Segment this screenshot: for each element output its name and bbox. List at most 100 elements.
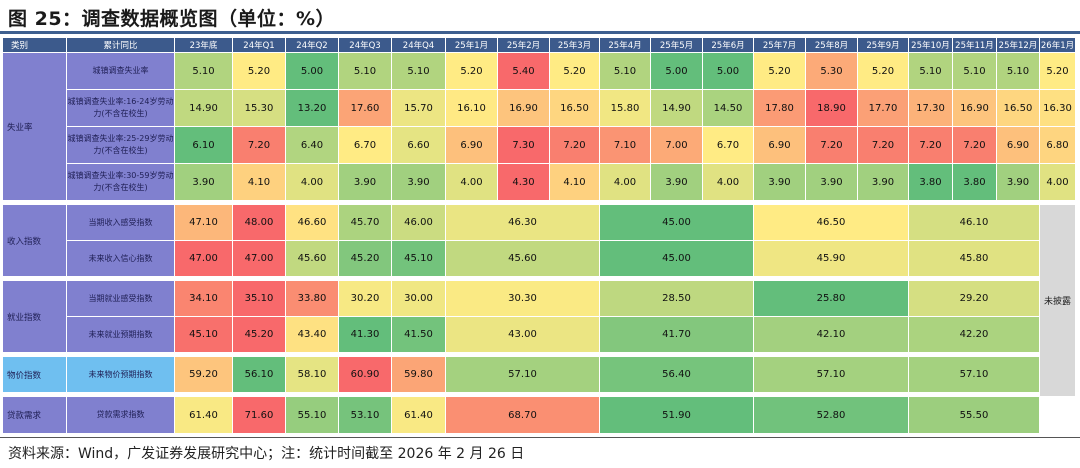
table-row: 物价指数 未来物价预期指数 59.20 56.10 58.10 60.90 59…: [2, 356, 1076, 393]
header-indicator: 累计同比: [66, 37, 175, 53]
row-label: 城镇调查失业率:30-59岁劳动力(不含在校生): [66, 163, 175, 201]
value-cell: 16.90: [952, 89, 997, 127]
value-cell: 30.00: [391, 280, 446, 317]
value-cell: 6.70: [338, 126, 392, 164]
value-cell: 47.00: [174, 240, 233, 277]
value-cell: 56.10: [232, 356, 286, 393]
value-cell: 5.10: [338, 52, 392, 90]
value-cell: 71.60: [232, 396, 286, 434]
value-cell: 5.20: [549, 52, 600, 90]
value-cell: 45.60: [285, 240, 339, 277]
value-cell: 6.60: [391, 126, 446, 164]
table-row: 就业指数 当期就业感受指数 34.10 35.10 33.80 30.20 30…: [2, 280, 1076, 353]
value-cell: 30.20: [338, 280, 392, 317]
title-rule: [0, 31, 1080, 34]
quarter-cell: 46.10: [908, 204, 1040, 241]
value-cell: 5.20: [753, 52, 806, 90]
value-cell: 5.00: [285, 52, 339, 90]
value-cell: 45.70: [338, 204, 392, 241]
value-cell: 5.10: [174, 52, 233, 90]
value-cell: 14.90: [174, 89, 233, 127]
value-cell: 3.90: [857, 163, 909, 201]
table-row: 贷款需求 贷款需求指数 61.40 71.60 55.10 53.10 61.4…: [2, 396, 1076, 434]
value-cell: 17.60: [338, 89, 392, 127]
quarter-cell: 45.90: [753, 240, 909, 277]
value-cell: 46.00: [391, 204, 446, 241]
value-cell: 53.10: [338, 396, 392, 434]
quarter-cell: 57.10: [908, 356, 1040, 393]
value-cell: 58.10: [285, 356, 339, 393]
value-cell: 4.00: [599, 163, 651, 201]
group-label-unemployment: 失业率: [2, 52, 67, 201]
value-cell: 7.10: [599, 126, 651, 164]
group-label-employment: 就业指数: [2, 280, 67, 353]
value-cell: 3.90: [996, 163, 1040, 201]
row-label: 贷款需求指数: [66, 396, 175, 434]
value-cell: 3.90: [174, 163, 233, 201]
value-cell: 59.20: [174, 356, 233, 393]
value-cell: 55.10: [285, 396, 339, 434]
quarter-cell: 45.80: [908, 240, 1040, 277]
value-cell: 15.80: [599, 89, 651, 127]
value-cell: 4.00: [285, 163, 339, 201]
not-released-cell: 未披露: [1039, 204, 1076, 397]
header-period: 25年12月: [996, 37, 1040, 53]
value-cell: 14.50: [702, 89, 754, 127]
quarter-cell: 45.60: [445, 240, 600, 277]
value-cell: 7.20: [232, 126, 286, 164]
quarter-cell: 30.30: [445, 280, 600, 317]
row-label: 未来就业预期指数: [66, 316, 175, 353]
value-cell: 5.30: [805, 52, 858, 90]
value-cell: 45.10: [174, 316, 233, 353]
value-cell: 59.80: [391, 356, 446, 393]
header-period: 26年1月: [1039, 37, 1076, 53]
source-note: 资料来源：Wind，广发证券发展研究中心；注：统计时间截至 2026 年 2 月…: [8, 446, 525, 462]
value-cell: 16.50: [549, 89, 600, 127]
quarter-cell: 42.20: [908, 316, 1040, 353]
header-period: 25年2月: [497, 37, 550, 53]
row-label: 当期就业感受指数: [66, 280, 175, 317]
quarter-cell: 46.50: [753, 204, 909, 241]
value-cell: 34.10: [174, 280, 233, 317]
value-cell: 16.30: [1039, 89, 1076, 127]
value-cell: 5.20: [445, 52, 498, 90]
value-cell: 16.50: [996, 89, 1040, 127]
header-period: 24年Q1: [232, 37, 286, 53]
table-row: 城镇调查失业率:30-59岁劳动力(不含在校生) 3.90 4.10 4.00 …: [3, 163, 1076, 201]
header-period: 25年10月: [908, 37, 953, 53]
row-label: 城镇调查失业率: [66, 52, 175, 90]
value-cell: 17.70: [857, 89, 909, 127]
header-category: 类别: [2, 37, 67, 53]
value-cell: 7.20: [549, 126, 600, 164]
value-cell: 45.20: [232, 316, 286, 353]
value-cell: 47.10: [174, 204, 233, 241]
value-cell: 13.20: [285, 89, 339, 127]
value-cell: 3.90: [650, 163, 703, 201]
table-row: 收入指数 当期收入感受指数 47.10 48.00 46.60 45.70 46…: [2, 204, 1076, 397]
value-cell: 6.80: [1039, 126, 1076, 164]
value-cell: 3.90: [391, 163, 446, 201]
value-cell: 5.10: [391, 52, 446, 90]
header-period: 25年9月: [857, 37, 909, 53]
group-label-income: 收入指数: [2, 204, 67, 277]
header-period: 23年底: [174, 37, 233, 53]
value-cell: 43.40: [285, 316, 339, 353]
quarter-cell: 57.10: [445, 356, 600, 393]
value-cell: 3.80: [908, 163, 953, 201]
value-cell: 61.40: [174, 396, 233, 434]
row-label: 未来物价预期指数: [66, 356, 175, 393]
value-cell: 6.90: [445, 126, 498, 164]
row-label: 城镇调查失业率:16-24岁劳动力(不含在校生): [66, 89, 175, 127]
value-cell: 5.20: [1039, 52, 1076, 90]
value-cell: 5.00: [650, 52, 703, 90]
quarter-cell: 29.20: [908, 280, 1040, 317]
header-period: 25年1月: [445, 37, 498, 53]
value-cell: 6.70: [702, 126, 754, 164]
value-cell: 7.30: [497, 126, 550, 164]
value-cell: 7.20: [908, 126, 953, 164]
row-label: 未来收入信心指数: [66, 240, 175, 277]
value-cell: 7.20: [857, 126, 909, 164]
quarter-cell: 42.10: [753, 316, 909, 353]
value-cell: 33.80: [285, 280, 339, 317]
figure-title: 图 25：调查数据概览图（单位：%）: [8, 8, 336, 30]
